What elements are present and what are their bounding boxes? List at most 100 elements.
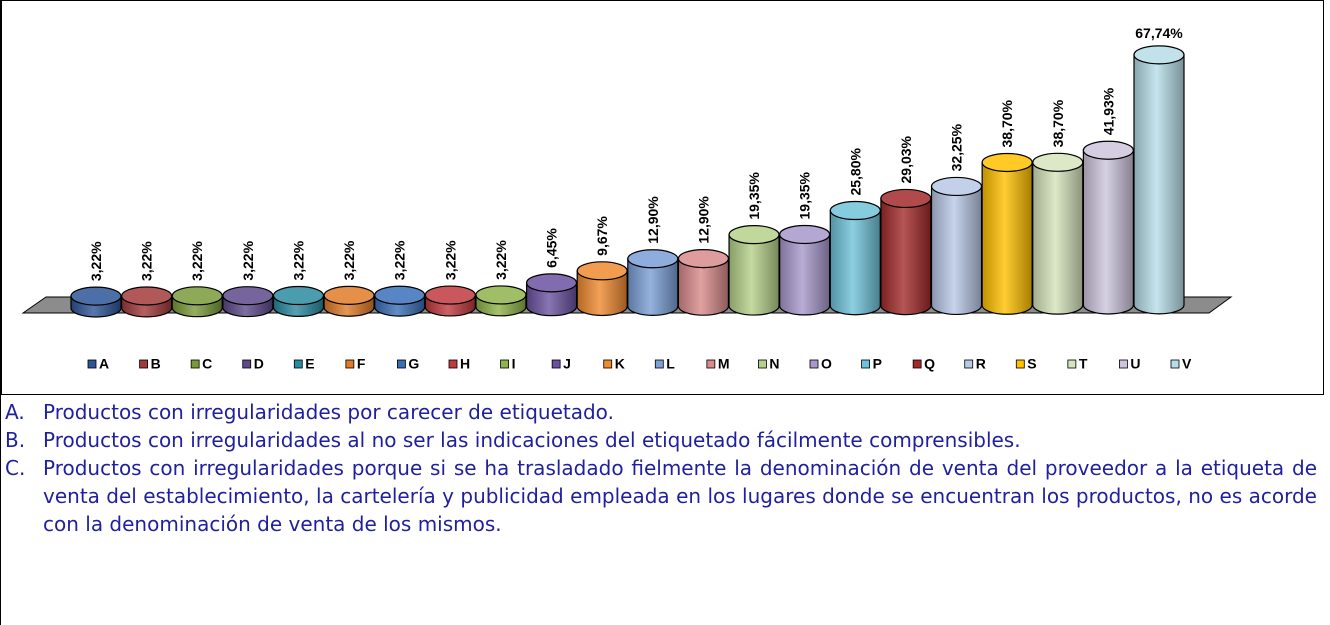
legend-label: P [873,356,882,372]
legend-label: L [666,356,675,372]
value-label: 3,22% [290,240,306,280]
legend-label: K [615,356,625,372]
bar [880,197,932,316]
legend-label: O [821,356,832,372]
value-label: 19,35% [797,171,813,219]
bar-top [171,286,223,306]
legend-label: H [460,356,470,372]
bar [779,233,831,316]
bar-top [525,273,578,293]
legend-label: S [1027,356,1036,372]
legend-label: D [254,356,264,372]
legend-swatch [1170,359,1180,369]
note-text: Productos con irregularidades al no ser … [43,428,1021,452]
value-label: 3,22% [240,240,256,280]
bar-top [728,225,780,245]
legend-swatch [1119,359,1128,369]
bar-top [829,200,881,221]
bar-top [779,224,831,245]
bar-top [1082,140,1134,160]
legend-swatch [242,359,252,369]
note: C. Productos con irregularidades porque s… [5,454,1317,538]
legend-swatch [1067,359,1077,369]
legend-label: R [976,356,986,372]
bar-top [930,176,983,197]
legend-swatch [397,359,406,369]
bar [576,270,628,317]
bar-top [1032,152,1084,172]
bar [981,161,1033,315]
value-label: 3,22% [139,241,155,281]
legend-label: Q [924,356,935,372]
bar-top [374,285,426,305]
bar [677,257,730,316]
legend-swatch [500,359,509,369]
legend-swatch [964,359,974,369]
value-label: 6,45% [544,228,560,268]
bar-top [627,249,679,269]
note-text: Productos con irregularidades por carece… [43,400,614,424]
legend-label: J [563,356,571,372]
legend-swatch [551,359,561,369]
legend-swatch [758,359,767,369]
value-label: 12,90% [695,196,711,244]
legend-swatch [293,359,303,369]
value-label: 38,70% [1050,99,1066,147]
legend-label: A [99,356,109,372]
value-label: 3,22% [341,240,357,280]
value-label: 41,93% [1100,87,1116,135]
bar-top [70,286,122,306]
legend-swatch [345,359,355,369]
value-label: 25,80% [847,147,863,195]
legend-label: U [1130,356,1140,372]
bar [1032,161,1084,315]
bar-top [323,285,375,305]
bar [627,258,679,316]
legend-label: V [1182,356,1192,372]
legend-swatch [190,359,200,369]
bar-top [475,285,527,305]
value-label: 67,74% [1135,25,1183,41]
legend-swatch [706,359,716,369]
note-key: B. [5,428,26,452]
value-label: 3,22% [189,241,205,281]
legend-label: B [151,356,161,372]
legend-label: G [408,356,419,372]
legend-label: N [769,356,779,372]
bar-top [880,188,932,209]
value-label: 29,03% [898,135,914,183]
notes: A. Productos con irregularidades por care… [5,398,1317,538]
legend-label: I [512,356,516,372]
bar-top [222,286,274,306]
value-label: 19,35% [746,172,762,220]
bar [728,234,780,316]
legend-label: E [305,356,314,372]
legend-label: M [718,356,730,372]
legend-swatch [1015,359,1025,369]
legend-swatch [87,359,97,369]
bar-top [121,286,173,306]
bar [930,185,983,316]
value-label: 3,22% [442,240,458,280]
legend-label: C [202,356,212,372]
note-key: A. [5,400,25,424]
note-key: C. [5,456,26,480]
bar [829,209,881,316]
value-label: 3,22% [493,240,509,280]
legend-label: T [1079,356,1088,372]
bar-top [272,285,325,306]
bar-top [576,261,628,281]
bar-top [1133,45,1185,65]
legend-swatch [861,359,870,369]
legend-swatch [912,359,922,369]
note: B. Productos con irregularidades al no se… [5,426,1317,454]
note: A. Productos con irregularidades por care… [5,398,1317,426]
value-label: 32,25% [949,123,965,171]
legend-swatch [139,359,148,369]
legend-swatch [603,359,613,369]
bar-top [677,248,730,269]
value-label: 12,90% [645,196,661,244]
bar [1133,54,1185,315]
legend-swatch [654,359,664,369]
